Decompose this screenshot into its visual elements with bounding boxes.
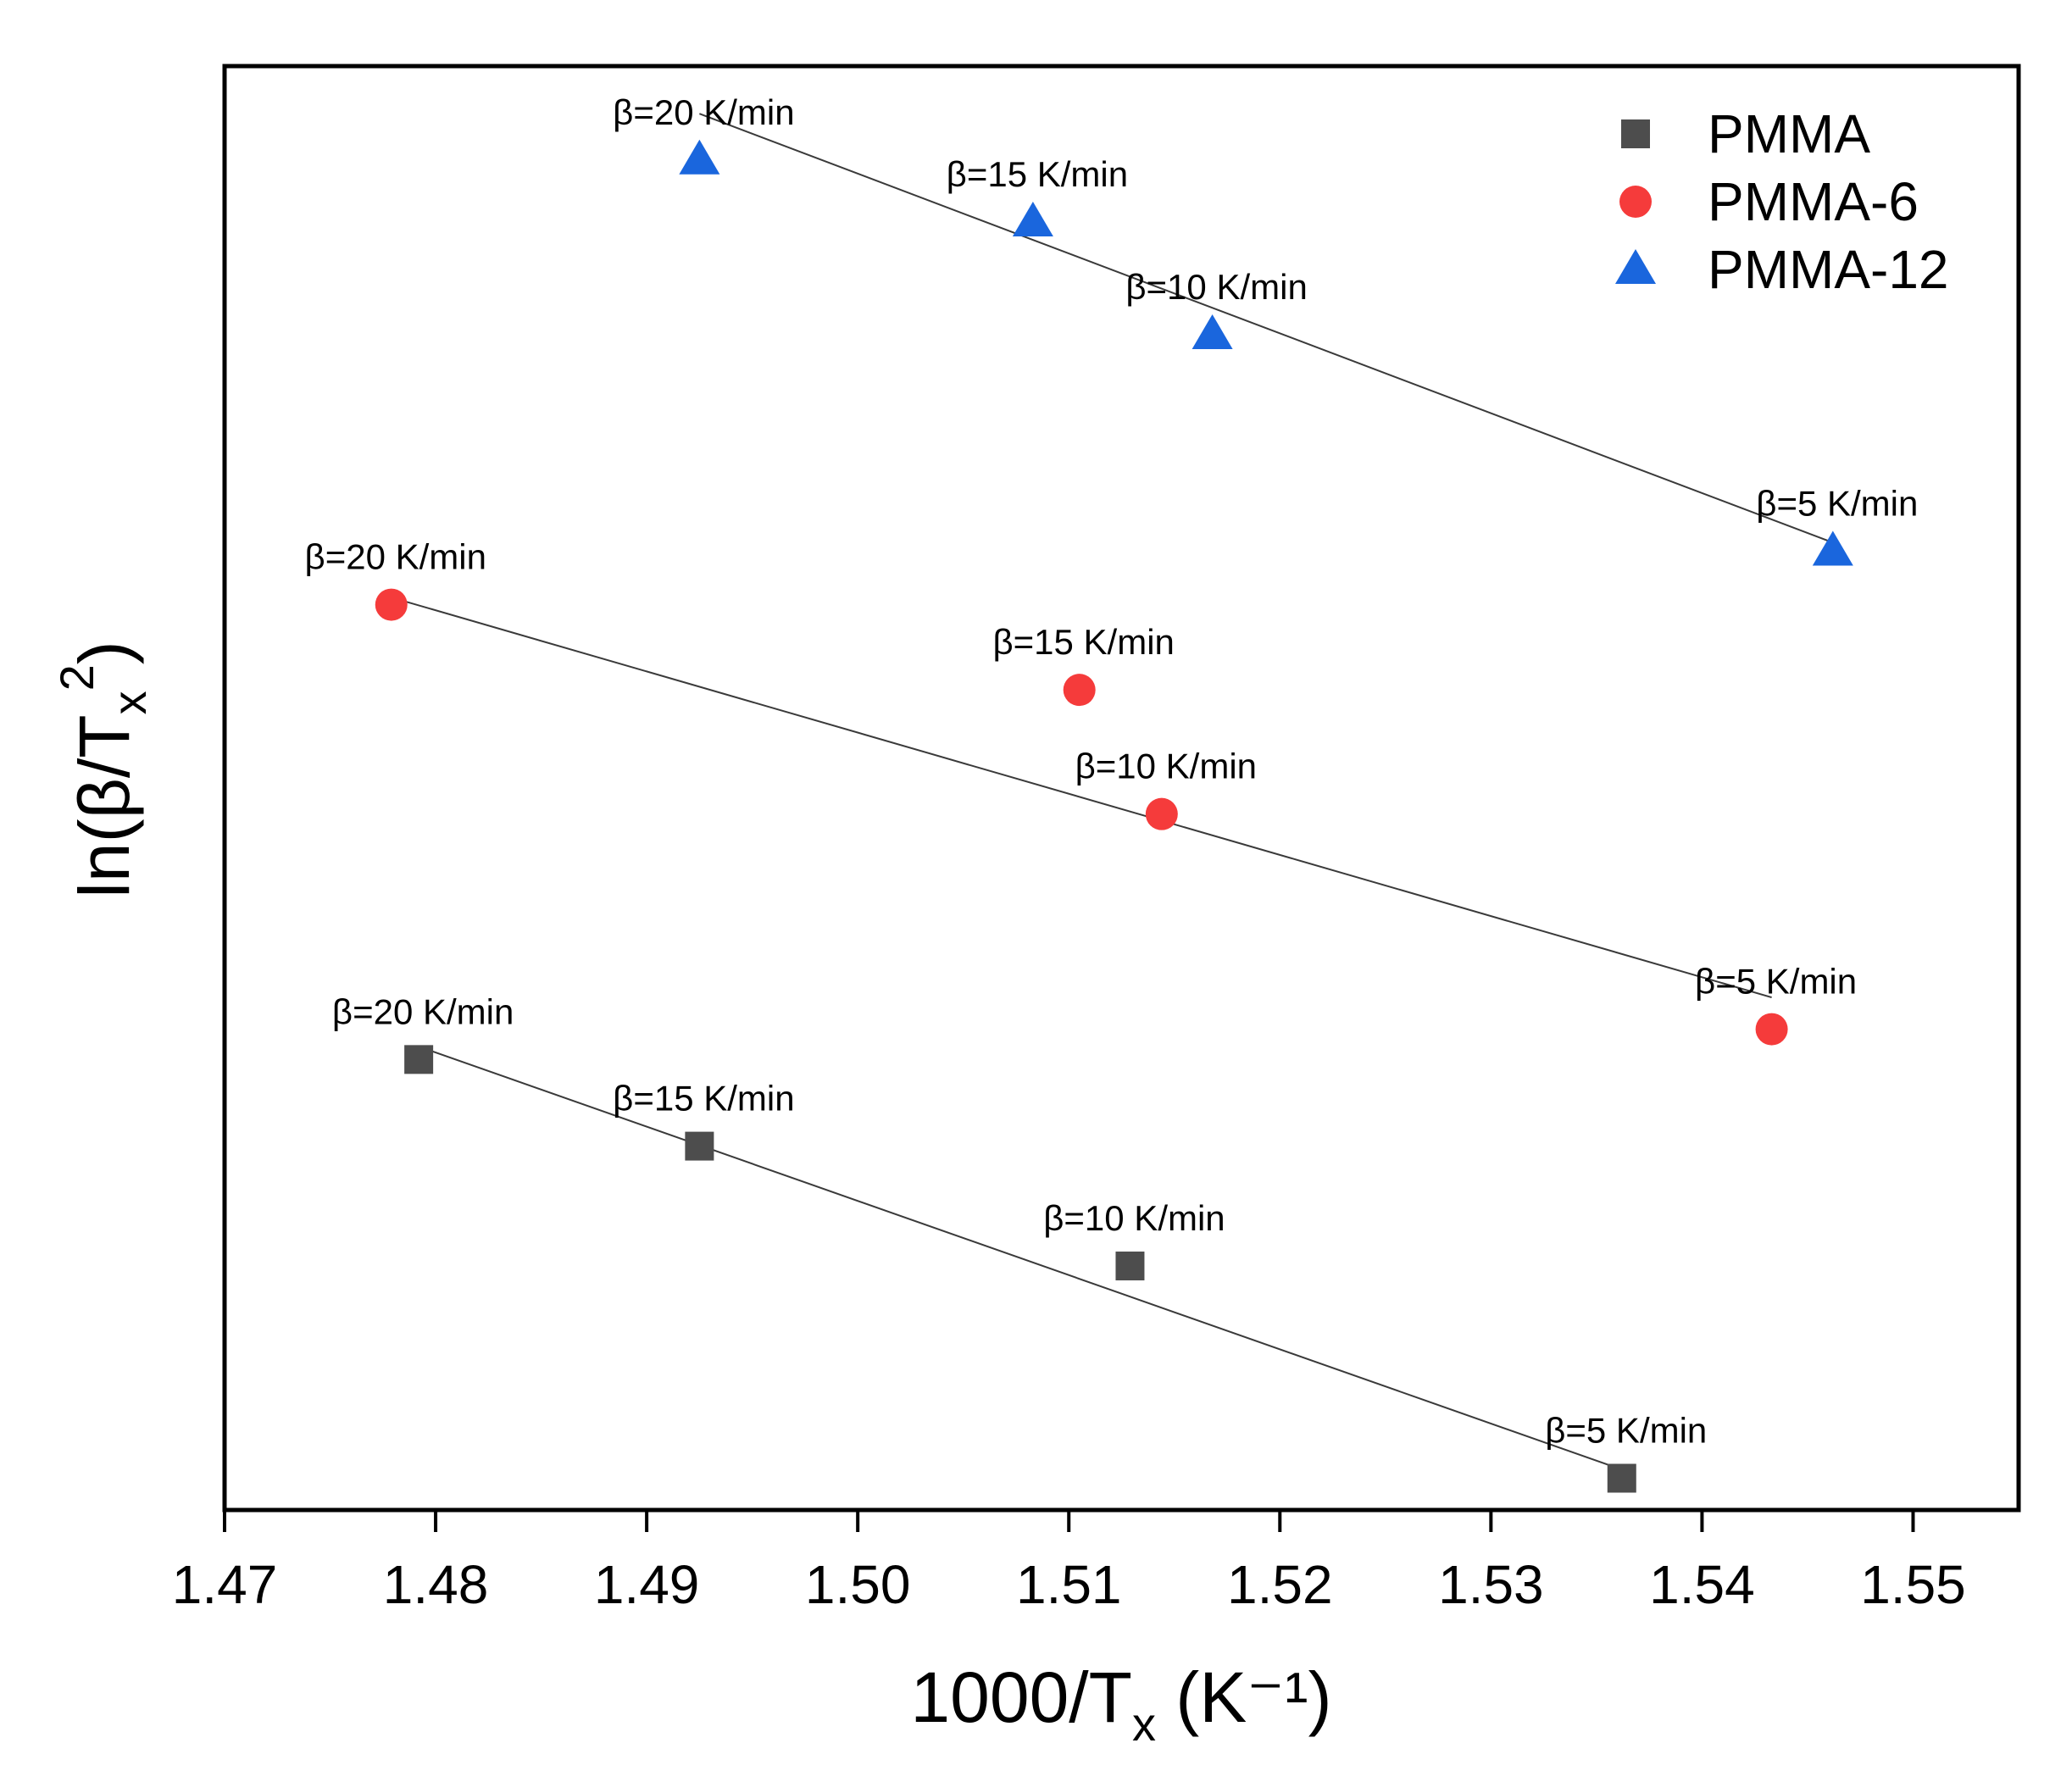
fit-line-pmma-12 — [699, 113, 1834, 544]
x-axis-title: 1000/Tx (K⁻¹) — [910, 1657, 1331, 1751]
data-point-pmma-12 — [1812, 530, 1853, 566]
data-point-pmma — [404, 1045, 434, 1074]
x-tick-label: 1.54 — [1649, 1554, 1755, 1615]
plot-frame — [222, 64, 2021, 1513]
x-tick-label: 1.53 — [1438, 1554, 1544, 1615]
x-tick-label: 1.47 — [172, 1554, 278, 1615]
data-point-pmma — [1115, 1252, 1145, 1281]
data-point-pmma-12 — [679, 139, 720, 175]
data-point-pmma — [1607, 1463, 1636, 1493]
point-label-pmma: β=20 K/min — [332, 991, 514, 1031]
legend: PMMA PMMA-6 PMMA-12 — [1615, 103, 1949, 300]
point-label-pmma-12: β=5 K/min — [1756, 484, 1918, 524]
x-tick-label: 1.52 — [1227, 1554, 1333, 1615]
y-axis-title: ln(β/Tx2) — [50, 641, 156, 897]
fit-lines — [391, 113, 1834, 1471]
data-point-pmma — [685, 1131, 714, 1161]
legend-label-pmma-6: PMMA-6 — [1708, 171, 1919, 232]
point-label-pmma-12: β=15 K/min — [947, 154, 1128, 194]
point-label-pmma-6: β=20 K/min — [305, 537, 486, 577]
point-label-pmma-12: β=10 K/min — [1125, 267, 1307, 307]
data-point-pmma-6 — [375, 588, 408, 621]
point-annotations: β=20 K/min β=15 K/min β=10 K/min β=5 K/min β… — [305, 92, 1919, 1451]
data-point-pmma-6 — [1063, 674, 1096, 707]
point-label-pmma-6: β=5 K/min — [1695, 962, 1857, 1002]
data-markers — [375, 139, 1853, 1493]
fit-line-pmma-6 — [391, 597, 1772, 999]
x-tick-label: 1.55 — [1860, 1554, 1966, 1615]
legend-marker-pmma-6 — [1619, 186, 1652, 218]
point-label-pmma-12: β=20 K/min — [613, 92, 794, 132]
legend-marker-pmma-12 — [1615, 249, 1656, 284]
legend-label-pmma-12: PMMA-12 — [1708, 239, 1949, 300]
point-label-pmma: β=10 K/min — [1043, 1198, 1225, 1238]
x-axis-ticks: 1.47 1.48 1.49 1.50 1.51 1.52 1.53 1.54 1.55 — [172, 1510, 1966, 1615]
x-tick-label: 1.50 — [805, 1554, 911, 1615]
data-point-pmma-12 — [1192, 314, 1233, 349]
point-label-pmma-6: β=10 K/min — [1075, 747, 1257, 786]
legend-marker-pmma — [1621, 119, 1650, 148]
fit-line-pmma — [418, 1046, 1623, 1471]
data-point-pmma-6 — [1145, 797, 1178, 830]
point-label-pmma: β=15 K/min — [613, 1079, 794, 1119]
point-label-pmma-6: β=15 K/min — [992, 622, 1174, 662]
data-point-pmma-12 — [1012, 202, 1053, 237]
x-tick-label: 1.48 — [383, 1554, 489, 1615]
data-point-pmma-6 — [1755, 1013, 1788, 1046]
x-tick-label: 1.49 — [594, 1554, 700, 1615]
point-label-pmma: β=5 K/min — [1545, 1411, 1707, 1451]
x-tick-label: 1.51 — [1016, 1554, 1122, 1615]
legend-label-pmma: PMMA — [1708, 103, 1870, 164]
